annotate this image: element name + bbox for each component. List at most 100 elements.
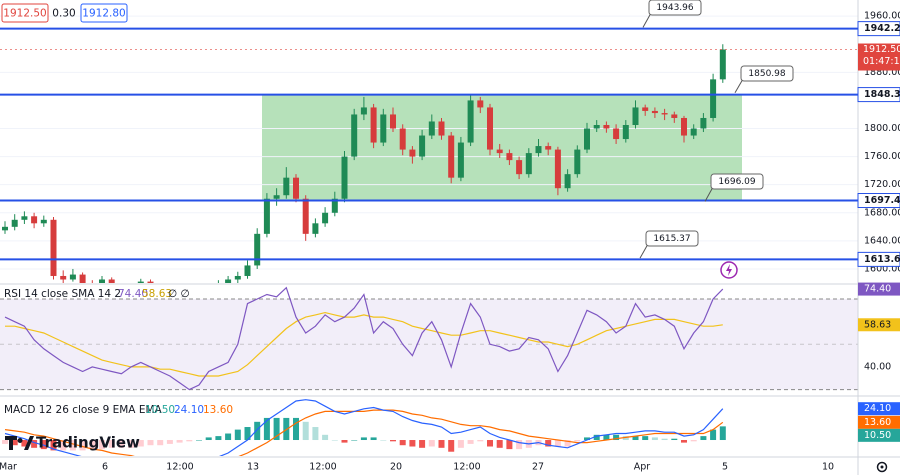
- candle-body: [681, 117, 687, 136]
- macd-hist-bar: [89, 440, 96, 450]
- price-pane: 1943.96 1850.98 1696.09 1615.37: [0, 0, 858, 292]
- last-price-label: 1912.50: [863, 44, 900, 55]
- macd-hist-bar: [351, 440, 358, 441]
- x-tick-label: Mar: [0, 462, 17, 473]
- macd-hist-bar: [157, 440, 164, 446]
- candle-body: [360, 107, 367, 115]
- macd-hist-bar: [31, 440, 38, 448]
- ask-box[interactable]: [80, 3, 128, 23]
- candle-body: [351, 114, 358, 157]
- candle-body: [554, 149, 561, 189]
- macd-hist-bar: [108, 440, 115, 448]
- logo-icon: [5, 436, 34, 450]
- rsi-tag: [858, 282, 900, 296]
- candle-body: [496, 149, 503, 154]
- callout-box: [710, 173, 764, 190]
- macd-hist-bar: [11, 440, 18, 446]
- macd-hist-tag: [858, 428, 900, 442]
- alert-icon[interactable]: [720, 261, 738, 279]
- macd-hist-bar: [690, 440, 697, 442]
- y-tick-label: 1680.00: [864, 207, 900, 218]
- macd-hist-bar: [2, 440, 8, 444]
- macd-hist-bar: [457, 440, 464, 448]
- candle-body: [593, 124, 600, 129]
- macd-hist-bar: [215, 436, 222, 441]
- countdown: 01:47:14: [863, 56, 900, 67]
- callout-label: 1615.37: [653, 234, 690, 244]
- candle-body: [11, 219, 18, 227]
- macd-hist-bar: [302, 421, 309, 441]
- macd-hist-bar: [467, 440, 474, 444]
- candle-body: [574, 149, 581, 175]
- candle-body: [467, 100, 474, 143]
- candle-body: [2, 226, 8, 231]
- x-tick-label: 6: [102, 462, 108, 473]
- bid-box[interactable]: [1, 3, 49, 23]
- candle-body: [196, 289, 202, 292]
- candle-body: [254, 233, 261, 266]
- macd-hist-bar: [360, 437, 367, 441]
- x-tick-label: 20: [390, 462, 402, 473]
- macd-hist-bar: [263, 417, 270, 441]
- candle-body: [457, 142, 464, 178]
- macd-hist-bar: [613, 434, 620, 441]
- candle-body: [99, 279, 105, 283]
- macd-hist-bar: [147, 440, 154, 446]
- level-tag-label: 1613.64: [864, 254, 900, 265]
- macd-tag-label: 24.10: [864, 403, 891, 414]
- gear-icon[interactable]: [876, 461, 888, 473]
- level-tag-label: 1848.30: [864, 89, 900, 100]
- candle-body: [409, 149, 416, 157]
- callout-box: [740, 65, 794, 82]
- macd-hist-bar: [50, 440, 57, 451]
- macd-hist-bar: [118, 440, 125, 448]
- candle-body: [108, 279, 115, 283]
- macd-hist-bar: [244, 427, 251, 441]
- macd-hist-bar: [341, 440, 348, 443]
- macd-hist-bar: [380, 440, 387, 441]
- macd-hist-bar: [477, 440, 484, 442]
- macd-hist-bar: [661, 438, 668, 441]
- macd-hist-bar: [554, 440, 561, 447]
- macd-hist-bar: [603, 434, 610, 441]
- candle-body: [448, 135, 455, 178]
- level-tag: [857, 87, 900, 103]
- x-tick-label: 10: [822, 462, 834, 473]
- rsi-tag-label: 74.40: [864, 284, 891, 295]
- x-tick-label: 27: [532, 462, 544, 473]
- bid: 1912.50: [3, 8, 46, 20]
- rsi-extra: ∅ ∅: [168, 288, 190, 300]
- candle-body: [661, 113, 668, 115]
- macd-hist-bar: [564, 440, 571, 447]
- callout-box: [645, 230, 699, 247]
- level-tag-label: 1697.47: [864, 195, 900, 206]
- macd-hist-bar: [225, 433, 232, 441]
- alert-bolt: [726, 264, 732, 276]
- gear-center: [880, 465, 884, 469]
- callout-leader: [639, 243, 649, 259]
- macd-value: 24.10: [174, 404, 204, 416]
- ask: 1912.80: [82, 8, 125, 20]
- candle-body: [613, 128, 620, 140]
- rsi-sma-tag: [858, 318, 900, 332]
- candle-body: [428, 121, 435, 136]
- rsi-sma-tag-label: 58.63: [864, 319, 891, 330]
- macd-hist-bar: [273, 417, 280, 441]
- macd-hist-bar: [322, 434, 329, 441]
- y-tick-label: 1800.00: [864, 123, 900, 134]
- candle-body: [399, 128, 406, 150]
- macd-hist-bar: [21, 440, 28, 447]
- macd-hist-bar: [719, 426, 726, 441]
- y-tick-label: 1880.00: [864, 67, 900, 78]
- macd-hist-bar: [234, 429, 241, 441]
- macd-hist-bar: [293, 417, 299, 441]
- x-tick-label: 5: [722, 462, 728, 473]
- brand-name: TradingView: [36, 434, 140, 452]
- callout-leader: [734, 78, 744, 93]
- settings[interactable]: [876, 461, 888, 473]
- brand: TradingView: [5, 434, 140, 452]
- header: 1912.50 0.30 1912.80: [1, 3, 128, 23]
- x-tick-label: 13: [247, 462, 259, 473]
- callout-leader: [642, 12, 652, 28]
